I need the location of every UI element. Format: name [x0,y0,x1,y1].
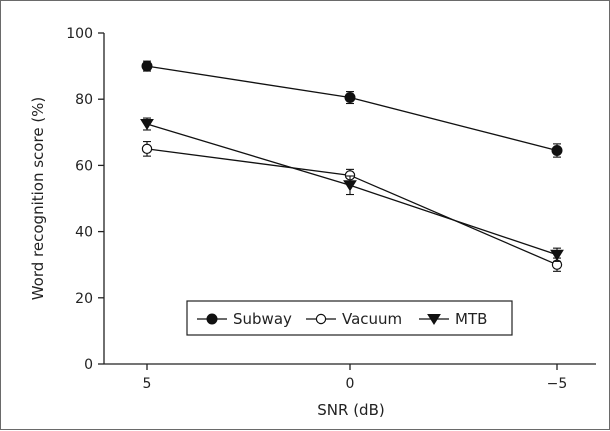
x-tick-label: 0 [346,376,355,392]
y-axis-label: Word recognition score (%) [29,97,47,301]
data-point [141,60,153,72]
x-tick-label: −5 [547,376,568,392]
series-vacuum [141,141,563,272]
y-tick-label: 60 [75,158,93,174]
y-tick-label: 100 [66,26,93,42]
data-point [343,180,357,192]
legend-entry-mtb: MTB [419,310,487,328]
y-tick-label: 40 [75,225,93,241]
axes: 0 20 40 60 80 100 5 0 −5 Word recognition score… [29,26,596,419]
legend-marker [427,314,441,326]
series-line [146,65,558,152]
legend-label: Vacuum [342,310,402,328]
legend: Subway Vacuum MTB [186,300,513,336]
y-tick-label: 80 [75,92,93,108]
legend-box [186,300,513,336]
data-point [551,145,563,157]
data-point [141,143,153,155]
legend-label: MTB [455,310,487,328]
y-tick-label: 0 [84,357,93,373]
series-line [146,148,558,266]
series-subway [141,60,563,158]
series-layer [140,60,564,272]
y-tick-label: 20 [75,291,93,307]
data-point [550,249,564,261]
legend-label: Subway [233,310,292,328]
legend-marker [206,313,218,325]
data-point [140,119,154,131]
legend-marker [315,313,327,325]
x-tick-label: 5 [143,376,152,392]
legend-entry-subway: Subway [197,310,292,328]
series-mtb [140,117,564,262]
data-point [344,92,356,104]
legend-entry-vacuum: Vacuum [306,310,402,328]
series-line [146,123,558,256]
x-axis-label: SNR (dB) [317,401,384,419]
